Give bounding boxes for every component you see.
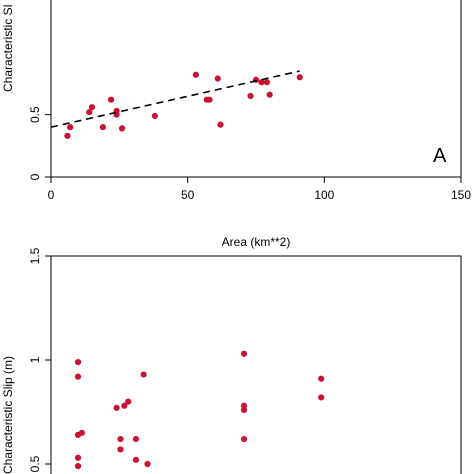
panel-bottom: 0.5 1 1.5 Characteristic Slip (m) <box>1 247 462 474</box>
panel-label-a: A <box>433 145 447 167</box>
data-point <box>74 454 82 461</box>
data-point <box>67 124 74 131</box>
data-point <box>74 373 82 380</box>
plot-frame-top <box>50 0 462 178</box>
plot-frame-bottom <box>50 255 462 474</box>
y-tick-label: 0.5 <box>28 455 42 472</box>
y-tick-label: 1 <box>28 356 42 363</box>
x-tick-label: 0 <box>48 188 55 202</box>
data-point <box>247 92 254 100</box>
data-point <box>125 398 132 405</box>
data-point <box>117 446 124 453</box>
data-point <box>117 435 124 443</box>
data-point <box>113 404 120 411</box>
data-point <box>144 460 151 468</box>
data-point <box>151 112 158 120</box>
y-axis-title-bottom: Characteristic Slip (m) <box>1 356 15 474</box>
data-point <box>121 402 128 409</box>
data-point <box>240 350 248 357</box>
y-tick-label: 0.5 <box>28 106 42 123</box>
data-point <box>108 96 115 103</box>
data-point <box>192 71 199 78</box>
regression-line <box>50 70 300 128</box>
data-point <box>140 371 147 378</box>
data-point <box>206 96 213 103</box>
panel-top: 0 50 100 150 0 0.5 A Area (km**2) Characteris… <box>1 0 471 249</box>
data-point <box>99 124 107 131</box>
x-axis-title-top: Area (km**2) <box>222 235 291 249</box>
data-point <box>214 75 221 82</box>
data-point <box>258 79 265 86</box>
data-point <box>263 79 271 86</box>
y-tick-label: 1.5 <box>28 247 42 264</box>
data-points-bottom <box>74 350 325 470</box>
data-point <box>64 132 71 139</box>
data-point <box>318 394 325 401</box>
data-point <box>132 456 140 463</box>
data-point <box>88 104 96 111</box>
x-tick-label: 50 <box>181 188 195 202</box>
x-tick-label: 150 <box>451 188 471 202</box>
data-points-top <box>64 71 303 139</box>
data-point <box>74 462 82 470</box>
data-point <box>296 74 303 81</box>
data-point <box>240 402 248 409</box>
x-tick-label: 100 <box>314 188 334 202</box>
data-point <box>240 435 248 443</box>
data-point <box>86 109 93 116</box>
data-point <box>266 91 273 98</box>
y-axis-title-top: Characteristic Sl <box>1 5 15 92</box>
data-point <box>118 125 126 132</box>
axis-ticks-bottom: 0.5 1 1.5 <box>28 247 51 472</box>
data-point <box>78 429 85 436</box>
data-point <box>217 121 224 128</box>
y-tick-label: 0 <box>28 173 42 180</box>
data-point <box>74 358 82 366</box>
data-point <box>132 435 140 443</box>
data-point <box>318 375 325 382</box>
axis-ticks-top: 0 50 100 150 0 0.5 <box>28 106 471 202</box>
